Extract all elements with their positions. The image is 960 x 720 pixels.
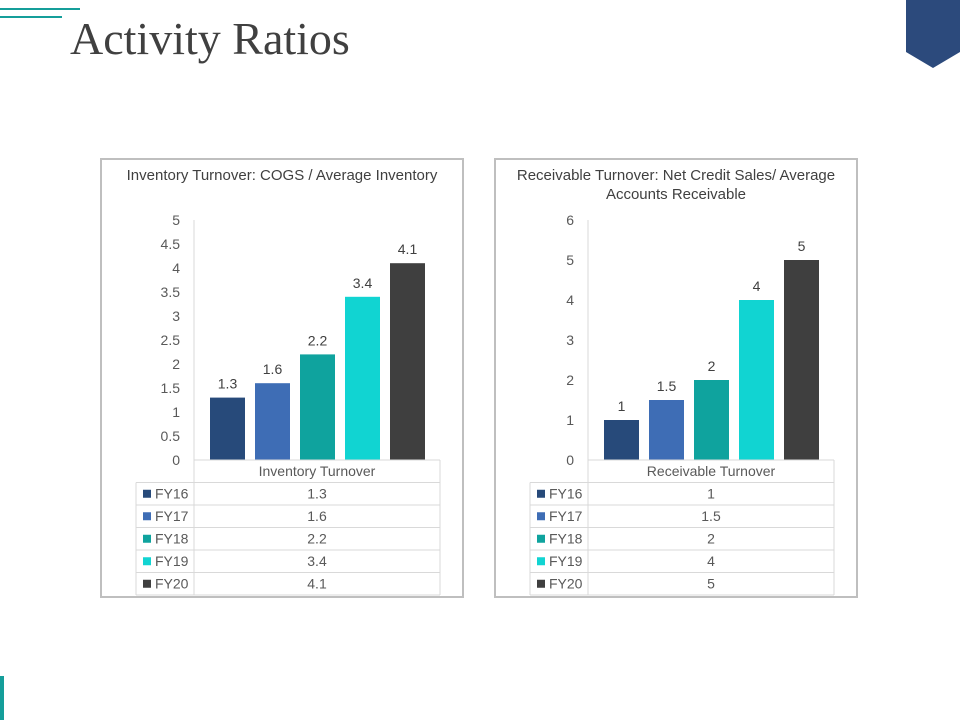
data-label: 4.1 bbox=[398, 241, 418, 257]
legend-swatch-fy17 bbox=[537, 512, 545, 521]
y-tick-label: 2 bbox=[566, 372, 574, 388]
chart-svg: Inventory Turnover: COGS / Average Inven… bbox=[127, 167, 441, 596]
legend-swatch-fy20 bbox=[143, 579, 151, 588]
chart-title: Receivable Turnover: Net Credit Sales/ A… bbox=[517, 167, 835, 203]
table-value: 1 bbox=[707, 486, 715, 502]
y-tick-label: 2 bbox=[172, 356, 180, 372]
legend-swatch-fy18 bbox=[537, 534, 545, 543]
table-value: 2 bbox=[707, 531, 715, 547]
table-value: 1.3 bbox=[307, 486, 327, 502]
inventory-turnover-chart: Inventory Turnover: COGS / Average Inven… bbox=[100, 158, 464, 598]
y-tick-label: 0.5 bbox=[161, 428, 181, 444]
data-label: 4 bbox=[753, 278, 761, 294]
legend-label: FY17 bbox=[155, 508, 189, 524]
y-tick-label: 1.5 bbox=[161, 380, 181, 396]
data-label: 1.6 bbox=[263, 361, 283, 377]
y-tick-label: 4.5 bbox=[161, 236, 181, 252]
table-header: Receivable Turnover bbox=[647, 463, 776, 479]
chart-title: Inventory Turnover: COGS / Average Inven… bbox=[127, 167, 438, 184]
corner-ribbon-icon bbox=[906, 0, 960, 68]
legend-label: FY19 bbox=[549, 553, 583, 569]
bar-fy17 bbox=[649, 400, 684, 460]
table-value: 4.1 bbox=[307, 576, 327, 592]
decorative-line-top bbox=[0, 8, 80, 10]
slide-title: Activity Ratios bbox=[70, 13, 350, 64]
data-label: 2.2 bbox=[308, 332, 328, 348]
bar-fy16 bbox=[210, 397, 245, 460]
chart-svg: Receivable Turnover: Net Credit Sales/ A… bbox=[517, 167, 835, 596]
table-header: Inventory Turnover bbox=[259, 463, 376, 479]
data-label: 3.4 bbox=[353, 275, 373, 291]
table-value: 2.2 bbox=[307, 531, 327, 547]
bar-fy18 bbox=[694, 380, 729, 460]
data-label: 1.5 bbox=[657, 378, 677, 394]
bar-fy20 bbox=[784, 260, 819, 460]
bar-fy19 bbox=[345, 296, 380, 460]
data-label: 1 bbox=[618, 398, 626, 414]
y-tick-label: 3 bbox=[172, 308, 180, 324]
legend-swatch-fy19 bbox=[537, 557, 545, 566]
table-value: 1.5 bbox=[701, 508, 721, 524]
table-value: 1.6 bbox=[307, 508, 327, 524]
y-tick-label: 2.5 bbox=[161, 332, 181, 348]
y-tick-label: 6 bbox=[566, 212, 574, 228]
legend-label: FY16 bbox=[549, 486, 583, 502]
bar-fy20 bbox=[390, 263, 425, 460]
legend-label: FY18 bbox=[155, 531, 189, 547]
receivable-turnover-chart: Receivable Turnover: Net Credit Sales/ A… bbox=[494, 158, 858, 598]
y-tick-label: 3.5 bbox=[161, 284, 181, 300]
legend-swatch-fy19 bbox=[143, 557, 151, 566]
data-label: 1.3 bbox=[218, 376, 238, 392]
bar-fy16 bbox=[604, 420, 639, 460]
legend-label: FY17 bbox=[549, 508, 583, 524]
legend-swatch-fy16 bbox=[143, 489, 151, 498]
y-tick-label: 1 bbox=[172, 404, 180, 420]
legend-swatch-fy17 bbox=[143, 512, 151, 521]
y-tick-label: 0 bbox=[566, 452, 574, 468]
legend-label: FY16 bbox=[155, 486, 189, 502]
table-value: 4 bbox=[707, 553, 715, 569]
legend-label: FY20 bbox=[549, 576, 583, 592]
y-tick-label: 5 bbox=[172, 212, 180, 228]
legend-swatch-fy16 bbox=[537, 489, 545, 498]
legend-label: FY18 bbox=[549, 531, 583, 547]
legend-swatch-fy18 bbox=[143, 534, 151, 543]
bar-fy19 bbox=[739, 300, 774, 460]
y-tick-label: 1 bbox=[566, 412, 574, 428]
y-tick-label: 4 bbox=[566, 292, 574, 308]
legend-label: FY20 bbox=[155, 576, 189, 592]
y-tick-label: 3 bbox=[566, 332, 574, 348]
data-label: 2 bbox=[708, 358, 716, 374]
legend-swatch-fy20 bbox=[537, 579, 545, 588]
y-tick-label: 5 bbox=[566, 252, 574, 268]
left-accent-bar bbox=[0, 676, 4, 720]
y-tick-label: 4 bbox=[172, 260, 180, 276]
decorative-line-bottom bbox=[0, 16, 62, 18]
data-label: 5 bbox=[798, 238, 806, 254]
y-tick-label: 0 bbox=[172, 452, 180, 468]
bar-fy17 bbox=[255, 383, 290, 460]
table-value: 3.4 bbox=[307, 553, 327, 569]
bar-fy18 bbox=[300, 354, 335, 460]
table-value: 5 bbox=[707, 576, 715, 592]
legend-label: FY19 bbox=[155, 553, 189, 569]
